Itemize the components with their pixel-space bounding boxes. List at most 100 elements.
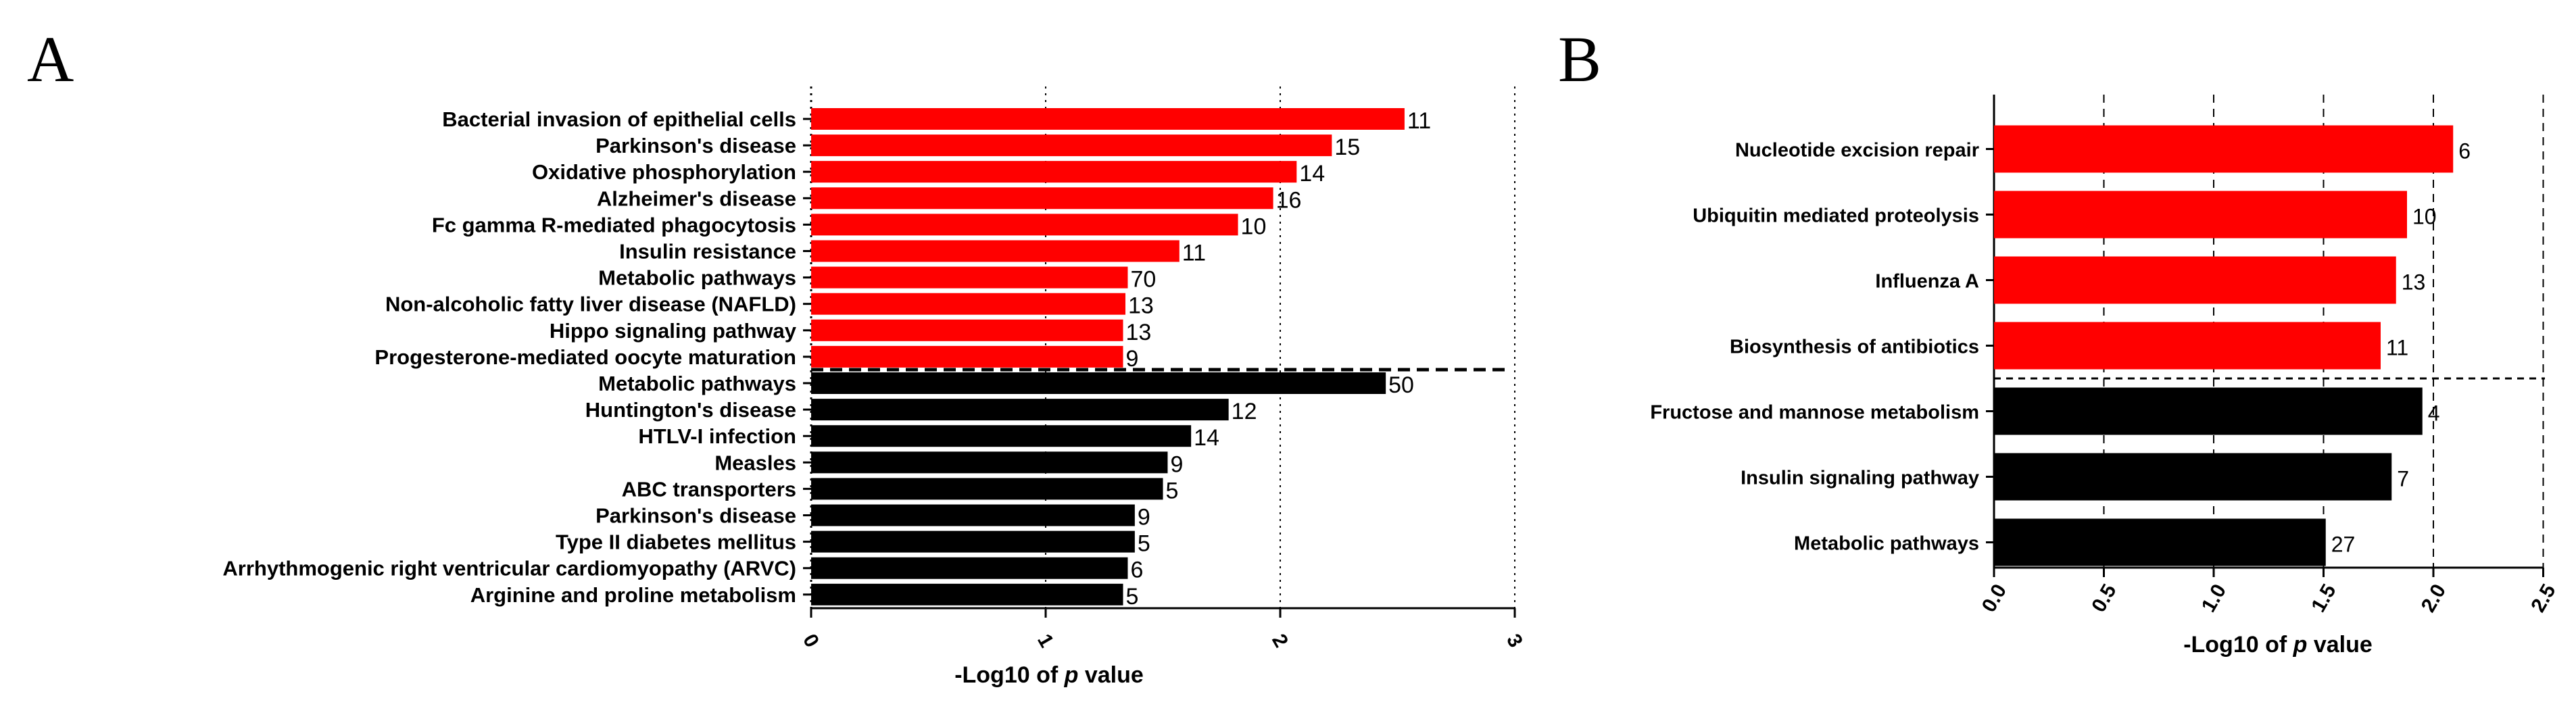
bar [1994, 256, 2396, 304]
data-label: 7 [2397, 467, 2409, 491]
x-tick-label: 2.0 [2417, 580, 2450, 616]
category-label: Ubiquitin mediated proteolysis [1693, 205, 1979, 227]
category-label: Metabolic pathways [1794, 533, 1979, 555]
data-label: 4 [2428, 401, 2440, 426]
x-tick-label: 1.5 [2307, 580, 2340, 616]
category-label: Metabolic pathways [598, 372, 796, 395]
x-axis-title-prefix: -Log10 of [2183, 632, 2293, 658]
data-label: 11 [1407, 108, 1431, 134]
bar [811, 293, 1125, 315]
bar [811, 108, 1405, 130]
category-label: Nucleotide excision repair [1735, 140, 1979, 162]
bar [811, 345, 1123, 368]
category-label: Parkinson's disease [596, 134, 796, 157]
category-label: Influenza A [1875, 271, 1979, 293]
bar [811, 557, 1128, 579]
x-axis-title-prefix: -Log10 of [954, 662, 1064, 688]
data-label: 27 [2331, 533, 2356, 557]
panel-b-letter: B [1558, 23, 1601, 95]
bar [1994, 191, 2407, 239]
category-label: Huntington's disease [585, 398, 796, 422]
bar [1994, 322, 2381, 370]
bar [1994, 125, 2454, 173]
category-label: Progesterone-mediated oocyte maturation [374, 345, 796, 369]
category-label: Biosynthesis of antibiotics [1730, 337, 1979, 358]
category-label: Type II diabetes mellitus [556, 530, 796, 554]
x-axis-title-italic: p [2293, 632, 2308, 658]
data-label: 70 [1130, 267, 1156, 293]
category-label: Alzheimer's disease [597, 187, 796, 210]
category-label: Fc gamma R-mediated phagocytosis [432, 213, 796, 237]
panel-b-chart: 0.0 0.5 1.0 1.5 2.0 2.5 Nucleotide excision re… [1650, 95, 2560, 658]
data-label: 9 [1138, 505, 1150, 530]
data-label: 5 [1126, 584, 1139, 610]
x-axis-title: -Log10 of p value [2183, 632, 2373, 658]
data-label: 13 [1128, 293, 1154, 319]
category-label: Hippo signaling pathway [550, 319, 797, 343]
bar [811, 583, 1123, 605]
category-label: Fructose and mannose metabolism [1650, 402, 1979, 424]
bar [1994, 453, 2392, 501]
data-label: 11 [2386, 336, 2408, 360]
x-tick-label: 0 [798, 631, 823, 651]
category-label: Parkinson's disease [596, 504, 796, 528]
x-tick-label: 2.5 [2527, 580, 2560, 616]
bar [811, 372, 1386, 394]
bar [811, 425, 1192, 447]
data-label: 16 [1276, 187, 1302, 213]
bar [811, 451, 1168, 474]
data-label: 10 [1241, 214, 1267, 239]
x-axis-title-suffix: value [2307, 632, 2372, 658]
bar [811, 399, 1229, 421]
data-label: 10 [2412, 205, 2437, 229]
data-label: 9 [1126, 346, 1139, 372]
category-label: Insulin signaling pathway [1741, 468, 1979, 489]
category-label: Oxidative phosphorylation [532, 160, 796, 184]
bar [811, 530, 1135, 553]
bar [1994, 518, 2326, 566]
x-axis-title-suffix: value [1078, 662, 1143, 688]
x-tick-label: 1.0 [2197, 580, 2231, 616]
x-tick-label: 3 [1502, 631, 1527, 651]
data-label: 5 [1166, 478, 1179, 503]
data-label: 6 [2458, 139, 2471, 164]
x-tick-label: 0.5 [2087, 580, 2120, 616]
bar [811, 504, 1135, 526]
data-label: 6 [1130, 558, 1143, 583]
bar [811, 478, 1163, 500]
category-label: Arrhythmogenic right ventricular cardiom… [222, 557, 796, 580]
panel-a-letter: A [27, 23, 74, 95]
data-label: 15 [1334, 134, 1360, 160]
category-label: Arginine and proline metabolism [470, 583, 796, 607]
data-label: 50 [1388, 372, 1414, 398]
x-tick-label: 1 [1033, 631, 1058, 651]
bar [811, 240, 1180, 262]
data-label: 11 [1182, 241, 1206, 266]
category-label: HTLV-I infection [638, 424, 796, 448]
data-label: 9 [1170, 451, 1183, 477]
x-axis-title: -Log10 of p value [954, 662, 1144, 688]
category-label: Measles [714, 451, 796, 474]
bar [811, 319, 1123, 341]
data-label: 14 [1299, 161, 1325, 187]
bar [1994, 387, 2423, 435]
x-tick-label: 2 [1267, 631, 1292, 651]
bar [811, 214, 1238, 236]
x-tick-label: 0.0 [1978, 580, 2011, 616]
data-label: 5 [1138, 531, 1150, 557]
data-label: 12 [1232, 399, 1257, 424]
data-label: 13 [1126, 320, 1152, 345]
data-label: 13 [2402, 270, 2426, 295]
category-label: ABC transporters [622, 477, 796, 501]
bar [811, 161, 1297, 183]
bar [811, 134, 1332, 157]
bar [811, 187, 1273, 209]
x-axis-title-italic: p [1064, 662, 1079, 688]
category-label: Non-alcoholic fatty liver disease (NAFLD… [385, 293, 796, 316]
bar [811, 266, 1128, 289]
category-label: Bacterial invasion of epithelial cells [442, 107, 796, 131]
data-label: 14 [1194, 425, 1219, 451]
category-label: Metabolic pathways [598, 266, 796, 290]
